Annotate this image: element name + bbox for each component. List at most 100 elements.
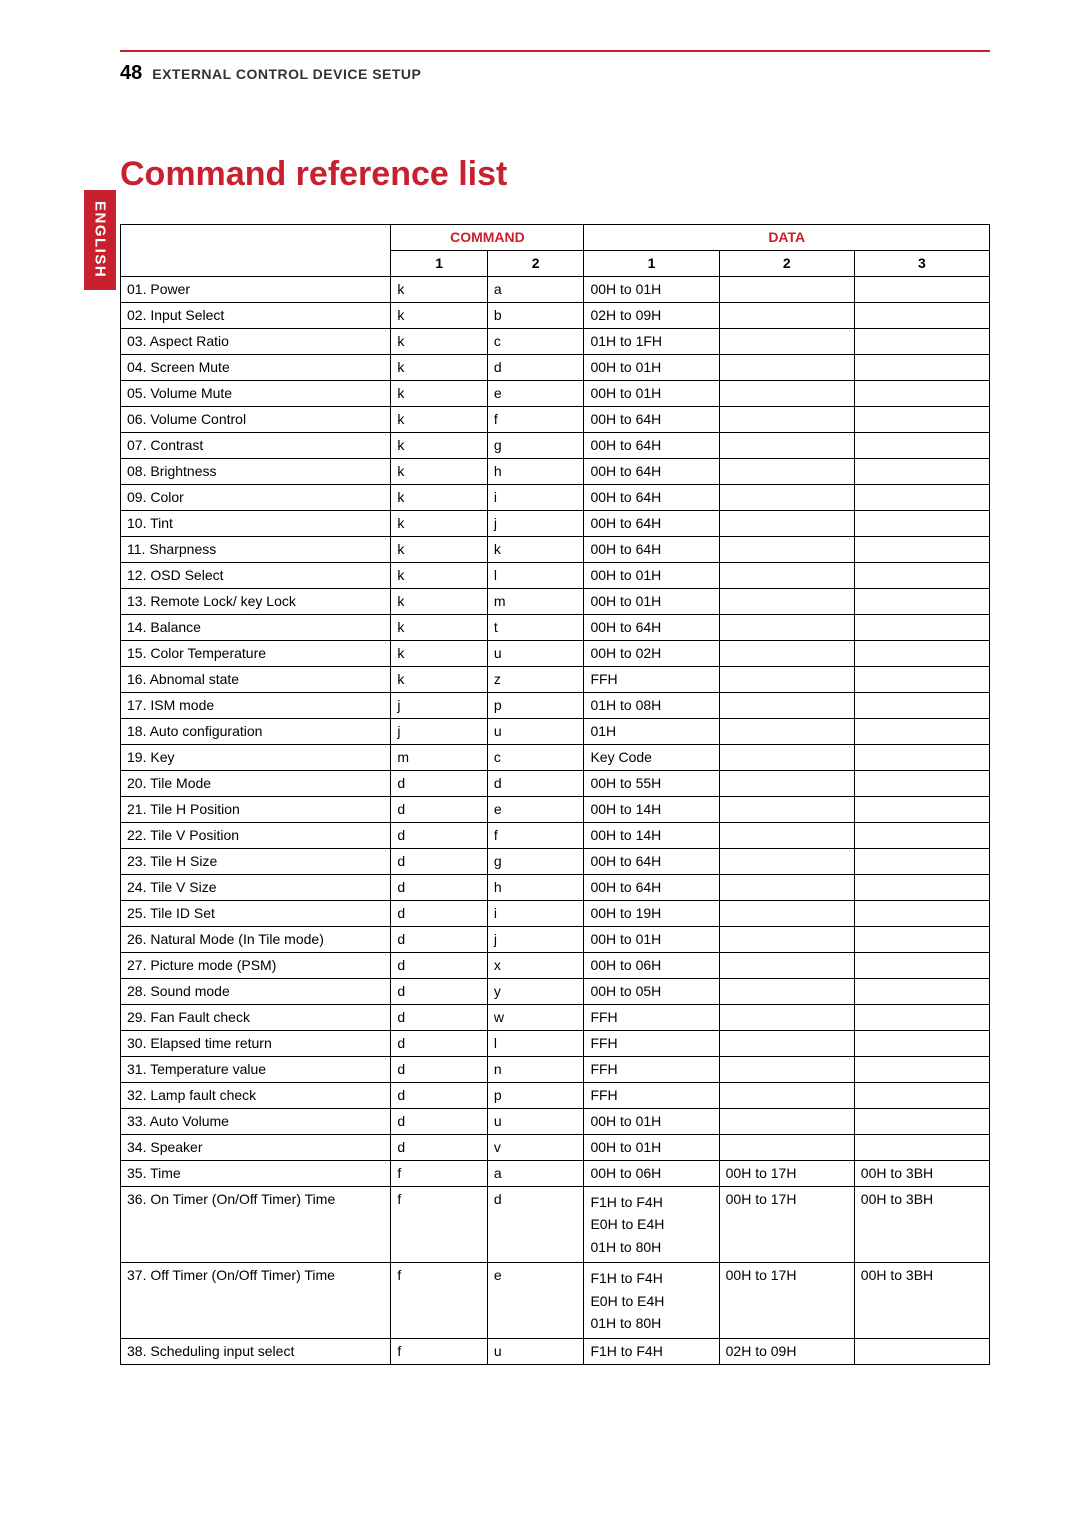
cell-d1: 00H to 14H [584, 823, 719, 849]
cell-d3 [854, 1057, 989, 1083]
cell-d3: 00H to 3BH [854, 1187, 989, 1263]
table-body: 01. Powerka00H to 01H02. Input Selectkb0… [121, 277, 990, 1365]
cell-c2: h [487, 875, 584, 901]
cell-c1: k [391, 563, 488, 589]
cell-d1: 00H to 64H [584, 459, 719, 485]
cell-d3 [854, 953, 989, 979]
cell-c2: h [487, 459, 584, 485]
cell-d3 [854, 355, 989, 381]
cell-c2: f [487, 407, 584, 433]
table-row: 37. Off Timer (On/Off Timer) TimefeF1H t… [121, 1263, 990, 1339]
cell-c2: p [487, 693, 584, 719]
cell-c1: d [391, 901, 488, 927]
table-row: 15. Color Temperatureku00H to 02H [121, 641, 990, 667]
cell-name: 17. ISM mode [121, 693, 391, 719]
cell-d3 [854, 537, 989, 563]
cell-d1: 00H to 19H [584, 901, 719, 927]
table-row: 23. Tile H Sizedg00H to 64H [121, 849, 990, 875]
table-row: 31. Temperature valuednFFH [121, 1057, 990, 1083]
cell-d1: FFH [584, 1057, 719, 1083]
cell-d2 [719, 641, 854, 667]
cell-c2: t [487, 615, 584, 641]
cell-name: 15. Color Temperature [121, 641, 391, 667]
cell-d3 [854, 407, 989, 433]
table-row: 32. Lamp fault checkdpFFH [121, 1083, 990, 1109]
cell-c1: d [391, 1135, 488, 1161]
cell-d2 [719, 693, 854, 719]
cell-d1: F1H to F4H [584, 1339, 719, 1365]
cell-name: 37. Off Timer (On/Off Timer) Time [121, 1263, 391, 1339]
cell-c2: e [487, 381, 584, 407]
cell-c1: d [391, 1031, 488, 1057]
table-row: 01. Powerka00H to 01H [121, 277, 990, 303]
cell-d2 [719, 1083, 854, 1109]
subheader-d3: 3 [854, 251, 989, 277]
cell-name: 28. Sound mode [121, 979, 391, 1005]
cell-d1: 00H to 14H [584, 797, 719, 823]
cell-d3 [854, 1083, 989, 1109]
table-row: 24. Tile V Sizedh00H to 64H [121, 875, 990, 901]
cell-d3 [854, 823, 989, 849]
cell-d3 [854, 277, 989, 303]
cell-name: 26. Natural Mode (In Tile mode) [121, 927, 391, 953]
cell-d3 [854, 615, 989, 641]
cell-d1: 00H to 64H [584, 485, 719, 511]
command-reference-table: COMMAND DATA 1 2 1 2 3 01. Powerka00H to… [120, 224, 990, 1365]
cell-name: 08. Brightness [121, 459, 391, 485]
cell-d1: 00H to 01H [584, 381, 719, 407]
cell-d1: 00H to 64H [584, 407, 719, 433]
cell-name: 03. Aspect Ratio [121, 329, 391, 355]
cell-d1: 01H [584, 719, 719, 745]
cell-d3 [854, 329, 989, 355]
cell-d3 [854, 849, 989, 875]
table-row: 28. Sound modedy00H to 05H [121, 979, 990, 1005]
cell-d2 [719, 563, 854, 589]
cell-c1: k [391, 407, 488, 433]
cell-d2 [719, 979, 854, 1005]
table-row: 19. KeymcKey Code [121, 745, 990, 771]
table-row: 27. Picture mode (PSM)dx00H to 06H [121, 953, 990, 979]
cell-d1: 00H to 64H [584, 875, 719, 901]
cell-d1: 00H to 01H [584, 563, 719, 589]
cell-d1: 00H to 01H [584, 1109, 719, 1135]
table-row: 36. On Timer (On/Off Timer) TimefdF1H to… [121, 1187, 990, 1263]
cell-name: 18. Auto configuration [121, 719, 391, 745]
cell-c2: l [487, 1031, 584, 1057]
subheader-d1: 1 [584, 251, 719, 277]
cell-d1: 00H to 06H [584, 1161, 719, 1187]
cell-c2: c [487, 329, 584, 355]
cell-name: 38. Scheduling input select [121, 1339, 391, 1365]
cell-d2 [719, 381, 854, 407]
table-row: 29. Fan Fault checkdwFFH [121, 1005, 990, 1031]
cell-d3 [854, 563, 989, 589]
table-row: 03. Aspect Ratiokc01H to 1FH [121, 329, 990, 355]
cell-c2: d [487, 771, 584, 797]
cell-name: 14. Balance [121, 615, 391, 641]
cell-name: 27. Picture mode (PSM) [121, 953, 391, 979]
cell-d2 [719, 797, 854, 823]
table-row: 38. Scheduling input selectfuF1H to F4H0… [121, 1339, 990, 1365]
table-row: 06. Volume Controlkf00H to 64H [121, 407, 990, 433]
cell-c1: k [391, 355, 488, 381]
cell-d2 [719, 537, 854, 563]
cell-name: 34. Speaker [121, 1135, 391, 1161]
cell-d2 [719, 407, 854, 433]
header-command-group: COMMAND [391, 225, 584, 251]
cell-c2: p [487, 1083, 584, 1109]
header-blank [121, 225, 391, 277]
cell-d2 [719, 277, 854, 303]
cell-c2: k [487, 537, 584, 563]
cell-d3 [854, 511, 989, 537]
cell-d3 [854, 719, 989, 745]
cell-d2 [719, 875, 854, 901]
cell-name: 30. Elapsed time return [121, 1031, 391, 1057]
cell-d3 [854, 745, 989, 771]
cell-d2 [719, 719, 854, 745]
cell-c2: u [487, 641, 584, 667]
cell-c2: g [487, 849, 584, 875]
cell-name: 36. On Timer (On/Off Timer) Time [121, 1187, 391, 1263]
cell-d3 [854, 927, 989, 953]
cell-c1: d [391, 771, 488, 797]
table-row: 26. Natural Mode (In Tile mode)dj00H to … [121, 927, 990, 953]
table-row: 14. Balancekt00H to 64H [121, 615, 990, 641]
